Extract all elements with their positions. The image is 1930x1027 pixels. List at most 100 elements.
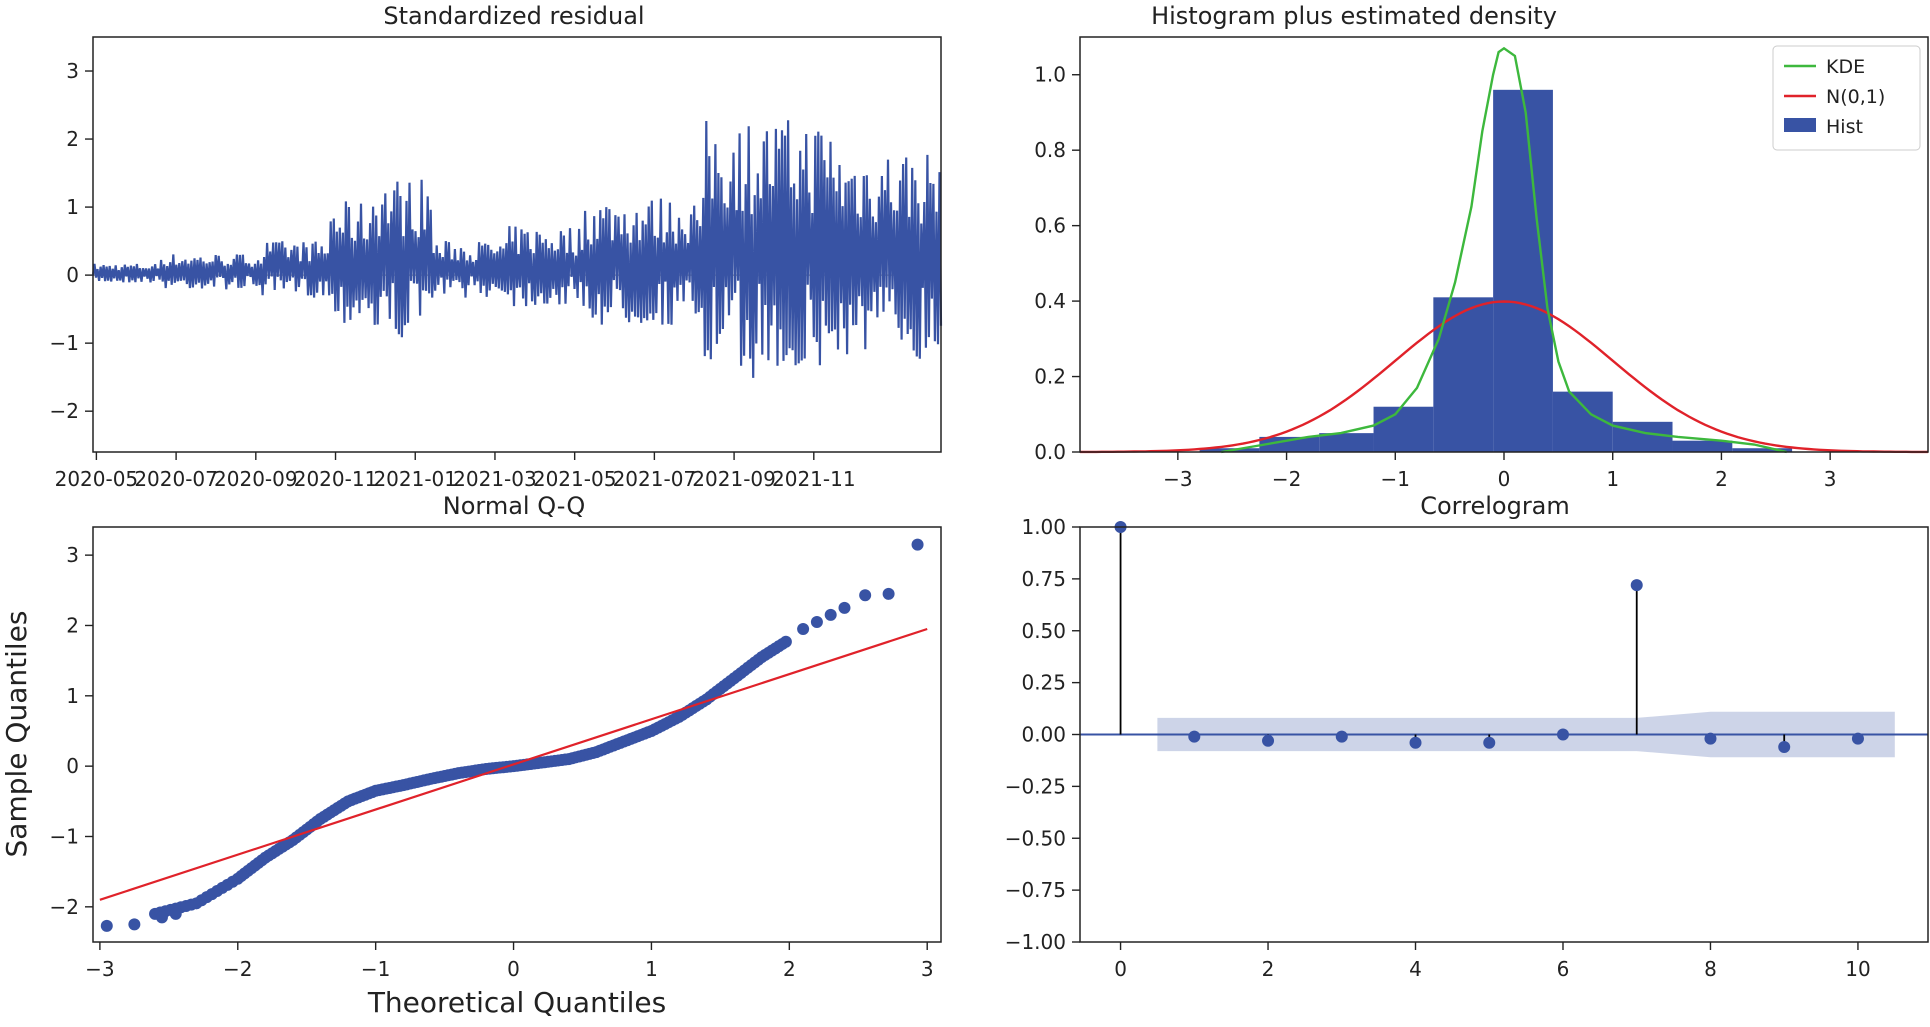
qq-point <box>169 907 182 920</box>
resid-xtick-label: 2020-05 <box>55 467 139 491</box>
hist-bar <box>1552 391 1613 452</box>
acf-ytick-label: −0.75 <box>1005 878 1066 902</box>
acf-xtick-label: 10 <box>1845 957 1870 981</box>
resid-xtick-label: 2020-07 <box>134 467 218 491</box>
resid-ytick-label: −2 <box>50 399 79 423</box>
acf-point <box>1335 730 1348 743</box>
qq-ylabel: Sample Quantiles <box>0 611 33 858</box>
resid-ytick-label: 1 <box>66 195 79 219</box>
hist-ytick-label: 0.8 <box>1034 138 1066 162</box>
legend-normal-label: N(0,1) <box>1826 86 1885 108</box>
acf-ytick-label: −1.00 <box>1005 930 1066 954</box>
hist-xtick-label: 3 <box>1824 467 1837 491</box>
qq-point <box>779 635 792 648</box>
acf-ytick-label: −0.25 <box>1005 774 1066 798</box>
qq-ytick-label: 1 <box>66 684 79 708</box>
qq-point <box>824 608 837 621</box>
acf-ytick-label: 0.25 <box>1021 671 1066 695</box>
acf-point <box>1188 730 1201 743</box>
legend-hist-label: Hist <box>1826 116 1863 138</box>
qq-ytick-label: −2 <box>50 895 79 919</box>
qq-ytick-label: −1 <box>50 824 79 848</box>
histogram-panel: Histogram plus estimated density 0.0 0.2 0… <box>1034 2 1929 491</box>
acf-point <box>1704 732 1717 745</box>
resid-xtick-label: 2021-03 <box>453 467 537 491</box>
acf-xtick-label: 4 <box>1409 957 1422 981</box>
acf-xtick-label: 0 <box>1114 957 1127 981</box>
qq-xtick-label: 0 <box>507 957 520 981</box>
hist-ytick-label: 0.2 <box>1034 365 1066 389</box>
qq-point <box>859 589 872 602</box>
acf-point <box>1409 736 1422 749</box>
acf-ytick-label: 0.50 <box>1021 619 1066 643</box>
hist-xtick-label: 0 <box>1498 467 1511 491</box>
hist-normal-curve <box>1080 300 1928 454</box>
legend-kde-label: KDE <box>1826 56 1865 78</box>
standardized-residual-panel: Standardized residual −2−101232020-05202… <box>50 2 943 491</box>
hist-bar <box>1672 440 1733 452</box>
hist-bar <box>1259 436 1320 452</box>
resid-ytick-label: −1 <box>50 331 79 355</box>
acf-point <box>1556 728 1569 741</box>
hist-title: Histogram plus estimated density <box>1151 2 1557 30</box>
hist-xtick-label: 2 <box>1715 467 1728 491</box>
resid-xtick-label: 2020-09 <box>214 467 298 491</box>
hist-bar <box>1732 448 1793 452</box>
hist-bar <box>1612 421 1673 452</box>
hist-ytick-label: 0.4 <box>1034 289 1066 313</box>
acf-ytick-label: 1.00 <box>1021 515 1066 539</box>
qq-title: Normal Q-Q <box>443 492 585 520</box>
hist-bar <box>1319 433 1374 452</box>
qq-xtick-label: 3 <box>921 957 934 981</box>
hist-ytick-label: 0.0 <box>1034 440 1066 464</box>
qq-xtick-label: −1 <box>361 957 390 981</box>
resid-xtick-label: 2021-11 <box>772 467 856 491</box>
resid-ytick-label: 2 <box>66 127 79 151</box>
qq-point <box>128 918 141 931</box>
hist-bar <box>1373 406 1434 452</box>
qq-point <box>810 615 823 628</box>
qq-ytick-label: 3 <box>66 543 79 567</box>
qq-ytick-label: 2 <box>66 613 79 637</box>
qq-point <box>155 911 168 924</box>
qq-xtick-label: −3 <box>85 957 114 981</box>
acf-point <box>1851 732 1864 745</box>
qq-axes-frame <box>92 526 942 943</box>
qq-xlabel: Theoretical Quantiles <box>367 986 666 1019</box>
qq-xtick-label: −2 <box>223 957 252 981</box>
acf-xtick-label: 2 <box>1262 957 1275 981</box>
acf-ytick-label: 0.00 <box>1021 723 1066 747</box>
resid-xtick-label: 2021-01 <box>373 467 457 491</box>
acf-xtick-label: 6 <box>1557 957 1570 981</box>
hist-xtick-label: −1 <box>1381 467 1410 491</box>
legend-hist-swatch <box>1784 118 1816 132</box>
qq-point <box>911 538 924 551</box>
qq-xtick-label: 2 <box>783 957 796 981</box>
resid-axes-frame <box>92 36 942 453</box>
qq-point <box>882 587 895 600</box>
qq-point <box>100 919 113 932</box>
acf-point <box>1262 734 1275 747</box>
qq-point <box>838 601 851 614</box>
hist-xtick-label: −2 <box>1272 467 1301 491</box>
hist-legend: KDE N(0,1) Hist <box>1772 45 1921 151</box>
acf-point <box>1778 740 1791 753</box>
acf-axes-frame <box>1079 526 1929 943</box>
qq-reference-line <box>99 627 928 901</box>
acf-xtick-label: 8 <box>1704 957 1717 981</box>
hist-kde-curve <box>1221 46 1787 454</box>
resid-xtick-label: 2021-07 <box>613 467 697 491</box>
resid-xtick-label: 2020-11 <box>294 467 378 491</box>
acf-ytick-label: −0.50 <box>1005 826 1066 850</box>
acf-title: Correlogram <box>1420 492 1570 520</box>
resid-series-line <box>91 120 943 378</box>
acf-ytick-label: 0.75 <box>1021 567 1066 591</box>
resid-title: Standardized residual <box>383 2 644 30</box>
resid-xtick-label: 2021-09 <box>692 467 776 491</box>
normal-qq-panel: Normal Q-Q −2 −1 0 1 2 3 −3 −2 −1 0 1 2 3 Theoretica… <box>0 492 942 1019</box>
acf-point <box>1483 736 1496 749</box>
correlogram-panel: Correlogram −1.00 −0.75 −0.50 −0.25 0.00 0.25… <box>1005 492 1929 981</box>
hist-ytick-label: 0.6 <box>1034 214 1066 238</box>
hist-ytick-label: 1.0 <box>1034 63 1066 87</box>
